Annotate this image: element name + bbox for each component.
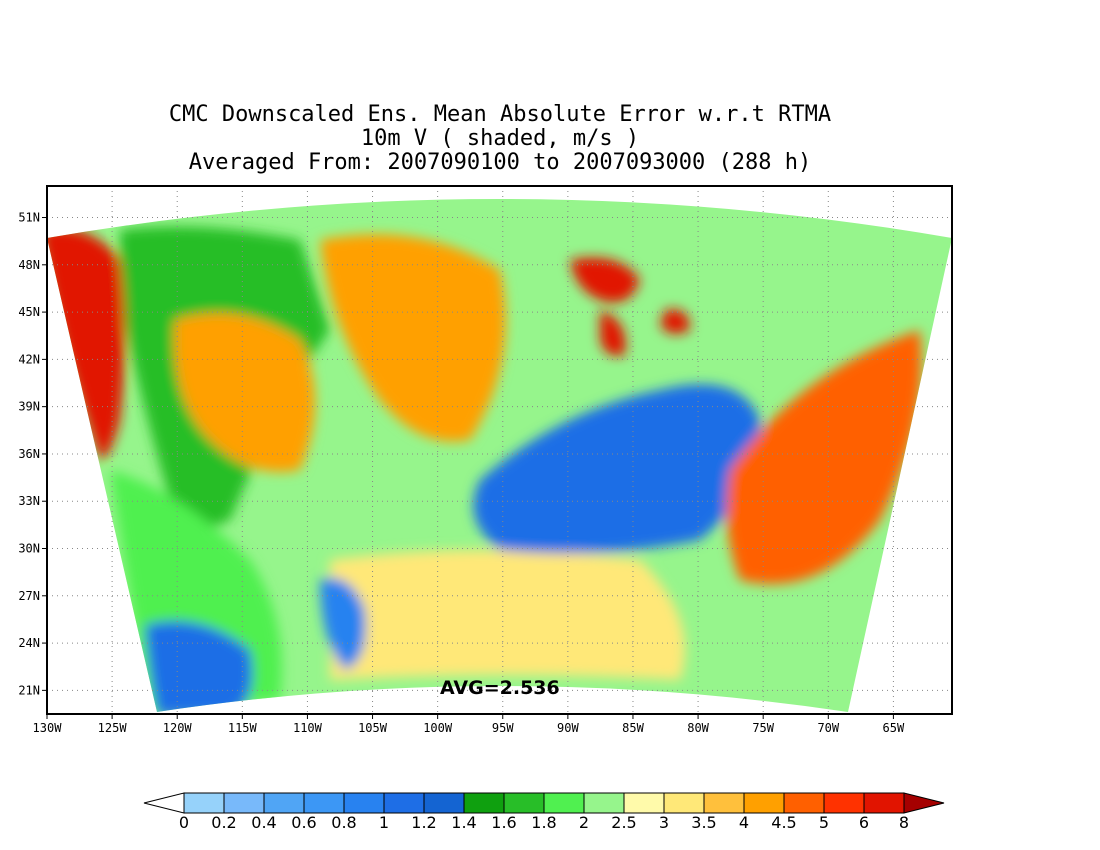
colorbar-box	[183, 792, 225, 814]
colorbar-label: 0.8	[331, 813, 356, 832]
lon-tick-label: 95W	[492, 721, 514, 735]
colorbar-label: 5	[819, 813, 829, 832]
colorbar-label: 3.5	[691, 813, 716, 832]
lon-tick-label: 130W	[33, 721, 63, 735]
colorbar-box	[583, 792, 625, 814]
colorbar-label: 1	[379, 813, 389, 832]
colorbar-box	[663, 792, 705, 814]
colorbar-box	[303, 792, 345, 814]
colorbar-label: 0.4	[251, 813, 276, 832]
lon-tick-label: 75W	[752, 721, 774, 735]
colorbar-label: 4	[739, 813, 749, 832]
lon-tick-label: 100W	[423, 721, 453, 735]
colorbar-under-triangle	[143, 792, 185, 814]
lon-tick-label: 80W	[687, 721, 709, 735]
colorbar-label: 1.6	[491, 813, 516, 832]
graticule	[46, 186, 952, 714]
colorbar: 0 0.2 0.4 0.6 0.8 1 1.2 1.4 1.6 1.8 2 2.5 3 3.5 4 4.5 5 6…	[143, 792, 945, 832]
colorbar-label: 1.8	[531, 813, 556, 832]
lon-tick-label: 125W	[98, 721, 128, 735]
lon-tick-label: 105W	[358, 721, 388, 735]
colorbar-label: 2	[579, 813, 589, 832]
region-pacific-nw-coast	[47, 228, 125, 460]
lon-tick-label: 115W	[228, 721, 258, 735]
lat-tick-label: 51N	[18, 211, 40, 225]
lon-tick-label: 65W	[883, 721, 905, 735]
colorbar-box	[223, 792, 265, 814]
colorbar-label: 3	[659, 813, 669, 832]
colorbar-label: 4.5	[771, 813, 796, 832]
map-frame	[46, 185, 953, 715]
latitude-axis: 51N 48N 45N 42N 39N 36N 33N 30N 27N 24N 21N	[18, 211, 47, 697]
colorbar-label: 2.5	[611, 813, 636, 832]
colorbar-box	[823, 792, 865, 814]
region-mexico-blue	[320, 578, 366, 670]
shaded-field	[47, 199, 952, 712]
map-title-line-3: Averaged From: 2007090100 to 2007093000 …	[188, 150, 812, 175]
region-west-orange	[174, 313, 315, 472]
lat-tick-label: 27N	[18, 589, 40, 603]
average-label: AVG=2.536	[440, 677, 560, 699]
region-pacific-sw-blue	[145, 620, 253, 712]
lat-tick-label: 36N	[18, 447, 40, 461]
longitude-axis: 130W 125W 120W 115W 110W 105W 100W 95W 90W 85W 80W…	[33, 714, 905, 735]
lat-tick-label: 45N	[18, 305, 40, 319]
lat-tick-label: 30N	[18, 542, 40, 556]
colorbar-box	[623, 792, 665, 814]
region-great-lakes-red	[570, 257, 690, 356]
map-title-line-1: CMC Downscaled Ens. Mean Absolute Error …	[168, 102, 832, 127]
colorbar-label: 1.2	[411, 813, 436, 832]
colorbar-label: 0.2	[211, 813, 236, 832]
colorbar-box	[783, 792, 825, 814]
region-atlantic-orange	[726, 330, 922, 584]
colorbar-label: 8	[899, 813, 909, 832]
colorbar-box	[263, 792, 305, 814]
region-southeast-blue	[473, 384, 760, 554]
colorbar-box	[503, 792, 545, 814]
lat-tick-label: 42N	[18, 352, 40, 366]
lon-tick-label: 110W	[293, 721, 323, 735]
colorbar-box	[383, 792, 425, 814]
colorbar-label: 6	[859, 813, 869, 832]
colorbar-box	[423, 792, 465, 814]
lat-tick-label: 39N	[18, 400, 40, 414]
colorbar-box	[743, 792, 785, 814]
lon-tick-label: 85W	[622, 721, 644, 735]
colorbar-over-triangle	[903, 792, 945, 814]
colorbar-label: 0	[179, 813, 189, 832]
colorbar-box	[543, 792, 585, 814]
map-title-line-2: 10m V ( shaded, m/s )	[360, 126, 640, 151]
lon-tick-label: 90W	[557, 721, 579, 735]
colorbar-box	[343, 792, 385, 814]
lat-tick-label: 33N	[18, 494, 40, 508]
region-plains-orange	[320, 234, 506, 442]
lon-tick-label: 120W	[163, 721, 193, 735]
colorbar-box	[863, 792, 905, 814]
lon-tick-label: 70W	[817, 721, 839, 735]
lat-tick-label: 24N	[18, 636, 40, 650]
lat-tick-label: 48N	[18, 258, 40, 272]
region-gulf-yellow	[330, 550, 685, 680]
lat-tick-label: 21N	[18, 683, 40, 697]
colorbar-label: 0.6	[291, 813, 316, 832]
colorbar-box	[703, 792, 745, 814]
colorbar-label: 1.4	[451, 813, 476, 832]
colorbar-box	[463, 792, 505, 814]
